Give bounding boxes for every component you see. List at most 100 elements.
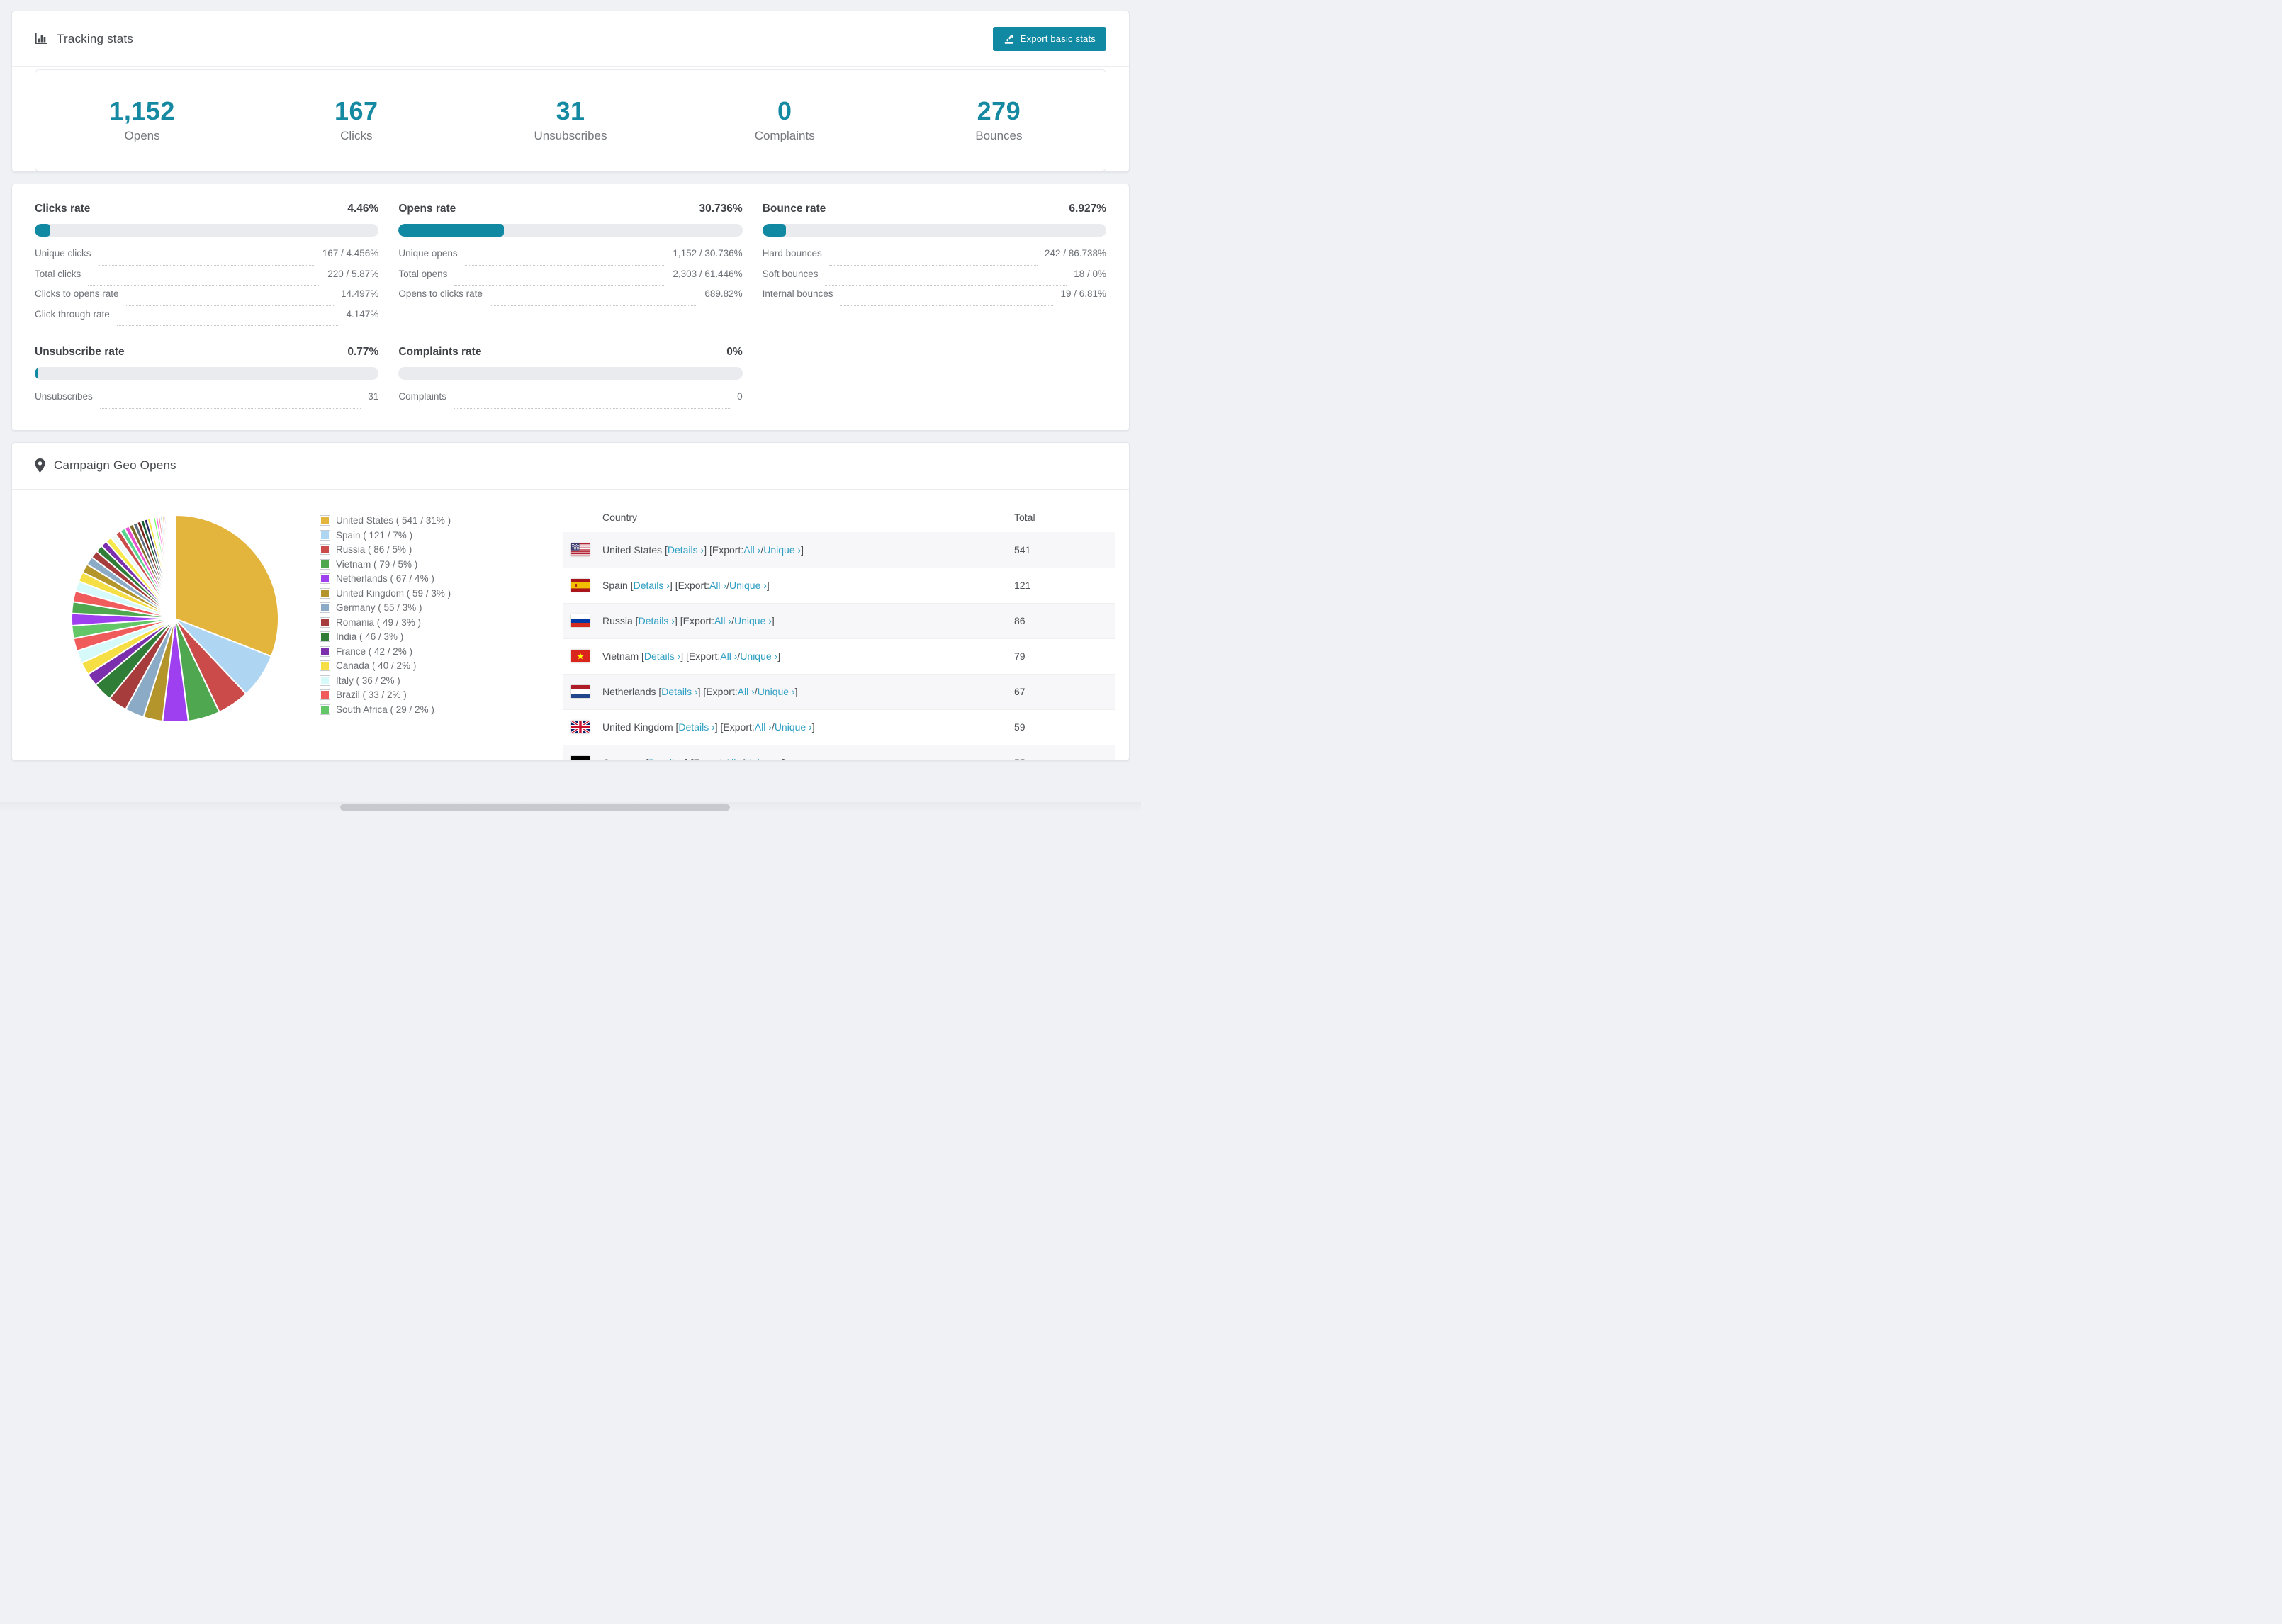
details-link-spain[interactable]: Details › — [633, 580, 670, 591]
export-unique-link-russia[interactable]: Unique › — [734, 615, 772, 626]
rate-panel-title: Clicks rate — [35, 203, 91, 215]
legend-item-russia[interactable]: Russia ( 86 / 5% ) — [320, 543, 497, 558]
rate-progress-fill — [398, 224, 505, 237]
legend-label: Germany ( 55 / 3% ) — [336, 602, 422, 614]
stat-label: Opens — [124, 129, 160, 143]
legend-label: United States ( 541 / 31% ) — [336, 515, 451, 526]
legend-item-france[interactable]: France ( 42 / 2% ) — [320, 644, 497, 659]
details-link-united-states[interactable]: Details › — [667, 543, 704, 556]
vn-flag-icon — [571, 650, 590, 662]
geo-pie-chart — [69, 498, 281, 725]
rate-rows: Complaints 0 — [398, 391, 743, 412]
country-name: United Kingdom [ — [602, 721, 679, 733]
geo-header: Campaign Geo Opens — [12, 443, 1129, 490]
legend-swatch — [320, 645, 330, 657]
legend-swatch — [320, 602, 330, 614]
legend-swatch — [320, 587, 330, 599]
export-icon — [1004, 33, 1015, 45]
export-unique-link-united-states[interactable]: Unique › — [763, 543, 802, 556]
legend-label: Vietnam ( 79 / 5% ) — [336, 558, 418, 570]
rate-row-label: Unique opens — [398, 248, 458, 259]
export-label: ] [Export: — [674, 615, 714, 626]
export-all-link-netherlands[interactable]: All › — [737, 686, 755, 697]
slash-separator: / — [760, 543, 764, 556]
rate-panel-percent: 30.736% — [699, 203, 743, 215]
rate-row-value: 4.147% — [346, 308, 379, 320]
rate-row: Unique clicks 167 / 4.456% — [35, 248, 378, 269]
export-all-link-united-states[interactable]: All › — [743, 543, 761, 556]
bracket-close: ] — [766, 580, 770, 591]
geo-title: Campaign Geo Opens — [54, 458, 176, 472]
stat-value: 279 — [977, 96, 1021, 125]
legend-item-romania[interactable]: Romania ( 49 / 3% ) — [320, 615, 497, 630]
details-link-germany[interactable]: Details › — [648, 757, 685, 760]
dotted-leader — [840, 305, 1054, 306]
rate-progress-bar — [762, 224, 1106, 237]
rate-row-label: Internal bounces — [762, 288, 833, 299]
export-label: ] [Export: — [697, 686, 738, 697]
rate-row-label: Unique clicks — [35, 248, 91, 259]
details-link-vietnam[interactable]: Details › — [643, 650, 681, 662]
rate-row-value: 2,303 / 61.446% — [673, 268, 743, 279]
rate-panel-head: Complaints rate 0% — [398, 346, 742, 361]
rate-panel-head: Clicks rate 4.46% — [35, 203, 378, 218]
rate-panel-title: Opens rate — [398, 203, 456, 215]
geo-country-cell: Netherlands [Details ›] [Export: All › /… — [571, 685, 1014, 698]
export-unique-link-spain[interactable]: Unique › — [729, 580, 767, 591]
rate-panel-title: Unsubscribe rate — [35, 346, 125, 358]
details-link-russia[interactable]: Details › — [638, 615, 675, 626]
legend-item-germany[interactable]: Germany ( 55 / 3% ) — [320, 601, 497, 616]
export-unique-link-netherlands[interactable]: Unique › — [757, 686, 795, 697]
rate-panel-5: Complaints rate 0% Complaints 0 — [398, 346, 743, 412]
rate-panel-2: Opens rate 30.736% Unique opens 1,152 / 30.… — [398, 203, 743, 329]
legend-label: Spain ( 121 / 7% ) — [336, 529, 413, 541]
horizontal-scrollbar-track[interactable] — [0, 802, 1141, 812]
export-unique-link-vietnam[interactable]: Unique › — [740, 650, 778, 662]
geo-country-cell: Germany [Details ›] [Export: All › / Uni… — [571, 756, 1014, 760]
export-all-link-united-kingdom[interactable]: All › — [754, 721, 772, 733]
dotted-leader — [828, 264, 1038, 266]
legend-item-canada[interactable]: Canada ( 40 / 2% ) — [320, 659, 497, 674]
horizontal-scrollbar-thumb[interactable] — [340, 803, 730, 811]
legend-item-spain[interactable]: Spain ( 121 / 7% ) — [320, 528, 497, 543]
rate-progress-bar — [398, 224, 743, 237]
country-name: Spain [ — [602, 580, 634, 591]
export-label: ] [Export: — [704, 543, 744, 556]
ru-flag-icon — [571, 614, 590, 627]
legend-item-brazil[interactable]: Brazil ( 33 / 2% ) — [320, 688, 497, 703]
rate-panel-title: Complaints rate — [398, 346, 482, 358]
geo-pie-legend: United States ( 541 / 31% ) Spain ( 121 /… — [320, 514, 497, 717]
export-basic-stats-button[interactable]: Export basic stats — [992, 26, 1106, 51]
country-name: Russia [ — [602, 615, 639, 626]
dotted-leader — [453, 407, 731, 409]
rate-panel-percent: 0% — [726, 346, 743, 358]
legend-item-united-kingdom[interactable]: United Kingdom ( 59 / 3% ) — [320, 586, 497, 601]
rates-card: Clicks rate 4.46% Unique clicks 167 / 4.456… — [11, 184, 1130, 431]
legend-label: France ( 42 / 2% ) — [336, 645, 413, 657]
legend-swatch — [320, 660, 330, 672]
export-unique-link-germany[interactable]: Unique › — [745, 757, 782, 760]
legend-item-italy[interactable]: Italy ( 36 / 2% ) — [320, 673, 497, 688]
legend-item-united-states[interactable]: United States ( 541 / 31% ) — [320, 514, 497, 529]
legend-item-netherlands[interactable]: Netherlands ( 67 / 4% ) — [320, 572, 497, 587]
export-all-link-russia[interactable]: All › — [714, 615, 732, 626]
stat-box-clicks: 167 Clicks — [249, 70, 463, 171]
slash-separator: / — [726, 580, 729, 591]
tracking-stats-header: Tracking stats Export basic stats — [12, 11, 1129, 67]
legend-item-vietnam[interactable]: Vietnam ( 79 / 5% ) — [320, 557, 497, 572]
geo-country-cell: Spain [Details ›] [Export: All › / Uniqu… — [571, 579, 1014, 592]
export-all-link-vietnam[interactable]: All › — [720, 650, 738, 662]
rate-row-label: Total clicks — [35, 268, 82, 279]
legend-item-india[interactable]: India ( 46 / 3% ) — [320, 630, 497, 645]
bracket-close: ] — [811, 721, 815, 733]
slash-separator: / — [754, 686, 758, 697]
export-unique-link-united-kingdom[interactable]: Unique › — [774, 721, 812, 733]
details-link-united-kingdom[interactable]: Details › — [678, 721, 715, 733]
details-link-netherlands[interactable]: Details › — [661, 686, 698, 697]
rates-grid: Clicks rate 4.46% Unique clicks 167 / 4.456… — [35, 203, 1106, 412]
legend-item-south-africa[interactable]: South Africa ( 29 / 2% ) — [320, 702, 497, 717]
export-all-link-spain[interactable]: All › — [709, 580, 727, 591]
export-all-link-germany[interactable]: All › — [725, 757, 742, 760]
stat-label: Bounces — [975, 129, 1023, 143]
rate-row: Unique opens 1,152 / 30.736% — [398, 248, 743, 269]
